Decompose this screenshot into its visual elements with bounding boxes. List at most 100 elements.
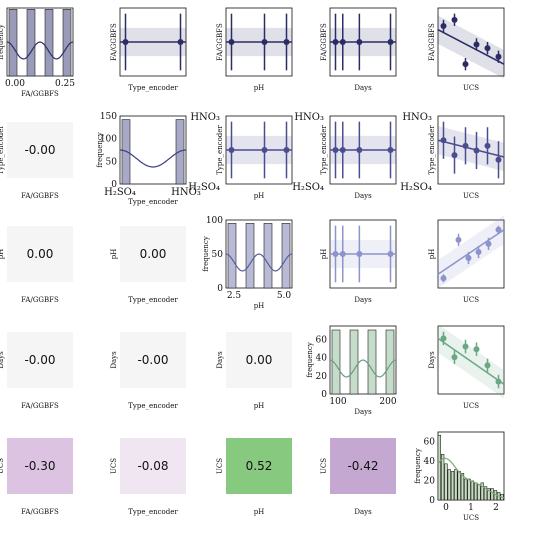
- x-tick-label: 2: [493, 503, 499, 513]
- y-tick-label: 40: [316, 354, 328, 364]
- data-point: [332, 251, 339, 257]
- corr-value: -0.42: [347, 459, 378, 473]
- data-point: [495, 156, 502, 163]
- x-tick-label: 0: [443, 503, 449, 513]
- y-axis-label: UCS: [320, 458, 328, 474]
- x-axis-label: FA/GGBFS: [21, 508, 59, 516]
- y-tick-label: 100: [206, 216, 223, 226]
- data-point: [122, 39, 129, 45]
- y-tick-label: H₂SO₄: [188, 182, 220, 193]
- kde-line: [6, 41, 74, 60]
- data-point: [387, 147, 394, 153]
- hist-bar: [62, 9, 72, 77]
- x-axis-label: Type_encoder: [128, 198, 178, 206]
- hist-bar: [440, 453, 445, 501]
- scatter-panel: Type_encoder pH HNO₃ H₂SO₄: [188, 112, 293, 200]
- hist-bar: [263, 223, 273, 289]
- hist-bar: [483, 486, 488, 501]
- hist-bar: [487, 488, 491, 501]
- y-axis-label: Type_encoder: [216, 125, 224, 175]
- corr-cell-bg: [120, 226, 186, 282]
- data-point: [228, 147, 235, 153]
- corr-cell-bg: [120, 438, 186, 494]
- hist-panel: frequency Type_encoder 0 50 100 150 H₂SO₄ HNO₃: [96, 112, 201, 206]
- x-axis-label: Days: [354, 192, 372, 200]
- y-tick-label: HNO₃: [402, 112, 432, 123]
- x-axis-label: Days: [354, 296, 372, 304]
- scatter-panel: FA/GGBFS UCS: [428, 7, 505, 92]
- x-axis-label: UCS: [463, 192, 479, 200]
- data-point: [462, 343, 469, 350]
- x-axis-label: UCS: [463, 296, 479, 304]
- data-point: [495, 378, 502, 385]
- hist-bar: [26, 9, 36, 77]
- kde-line: [119, 149, 187, 168]
- scatter-panel: Days UCS: [428, 324, 505, 410]
- y-tick-label: HNO₃: [294, 112, 324, 123]
- corr-cell-bg: [7, 226, 73, 282]
- y-tick-label: 60: [316, 336, 328, 346]
- hist-bar: [281, 223, 291, 289]
- data-point: [451, 354, 458, 361]
- y-tick-label: H₂SO₄: [292, 182, 324, 193]
- scatter-panel: pH Days: [320, 219, 397, 304]
- x-axis-label: FA/GGBFS: [21, 90, 59, 98]
- hist-bar: [437, 434, 441, 501]
- hist-panel: frequency Days 0 20 40 60 100 200: [306, 325, 397, 416]
- data-point: [475, 248, 482, 255]
- y-axis-label: pH: [0, 249, 5, 260]
- corr-cell: -0.42 UCS Days: [320, 438, 396, 516]
- hist-bar: [467, 478, 471, 501]
- data-point: [451, 16, 458, 23]
- x-axis-label: Type_encoder: [128, 402, 178, 410]
- y-tick-label: H₂SO₄: [400, 182, 432, 193]
- x-tick-label: 2.5: [227, 291, 242, 301]
- data-point: [440, 22, 447, 29]
- y-tick-label: 60: [424, 438, 436, 448]
- data-point: [440, 275, 447, 282]
- hist-bar: [227, 223, 237, 289]
- y-tick-label: 0: [217, 284, 223, 294]
- hist-bar: [444, 463, 448, 501]
- y-axis-label: pH: [428, 249, 436, 260]
- x-axis-label: Days: [354, 408, 372, 416]
- data-point: [356, 147, 363, 153]
- corr-cell: -0.30 UCS FA/GGBFS: [0, 438, 73, 516]
- regression-line: [437, 337, 505, 385]
- y-axis-label: FA/GGBFS: [320, 23, 328, 61]
- data-point: [455, 236, 462, 243]
- x-axis-label: pH: [254, 402, 265, 410]
- hist-bar: [454, 469, 458, 501]
- hist-bar: [457, 471, 461, 501]
- hist-bar: [44, 9, 54, 77]
- x-tick-label: HNO₃: [171, 187, 201, 198]
- x-axis-label: FA/GGBFS: [21, 192, 59, 200]
- corr-cell: -0.00 Days Type_encoder: [110, 332, 186, 410]
- data-point: [495, 226, 502, 233]
- hist-bar: [447, 469, 451, 501]
- corr-cell-bg: [120, 332, 186, 388]
- y-tick-label: 0: [429, 496, 435, 506]
- data-point: [332, 147, 339, 153]
- axes-frame: [437, 325, 505, 395]
- x-axis-label: pH: [254, 192, 265, 200]
- x-tick-label: 0.00: [5, 79, 25, 89]
- regression-line: [437, 139, 505, 158]
- hist-bar: [367, 329, 377, 395]
- corr-value: -0.00: [24, 353, 55, 367]
- regression-line: [437, 229, 505, 275]
- x-axis-label: UCS: [463, 402, 479, 410]
- y-axis-label: Type_encoder: [428, 125, 436, 175]
- corr-cell: -0.00 Days FA/GGBFS: [0, 332, 73, 410]
- scatter-panel: pH UCS: [428, 215, 505, 304]
- data-point: [473, 41, 480, 48]
- data-point: [261, 147, 268, 153]
- y-axis-label: FA/GGBFS: [110, 23, 118, 61]
- data-point: [473, 346, 480, 353]
- x-axis-label: Days: [354, 84, 372, 92]
- data-point: [484, 45, 491, 52]
- data-point: [495, 53, 502, 60]
- x-tick-label: 200: [379, 397, 396, 407]
- corr-cell-bg: [330, 438, 396, 494]
- y-tick-label: 20: [316, 372, 328, 382]
